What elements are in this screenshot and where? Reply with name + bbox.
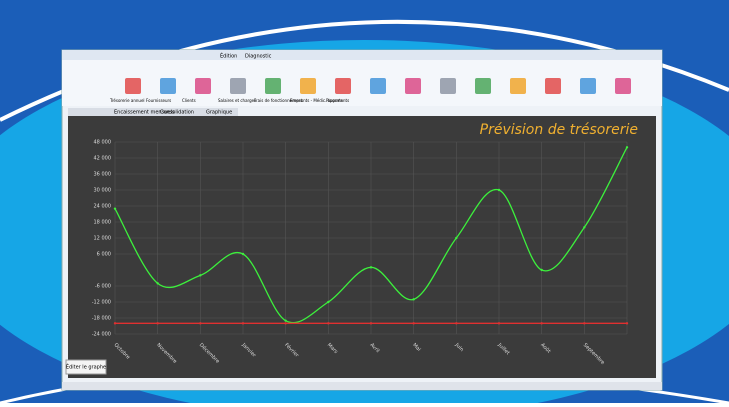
toolbar-label[interactable]: Fournisseurs [146, 98, 171, 103]
point [113, 322, 117, 325]
point [497, 322, 501, 325]
point [455, 322, 458, 325]
point [284, 319, 287, 322]
point [455, 236, 458, 240]
y-tick-label: -12 000 [92, 300, 111, 306]
status-bar [62, 382, 662, 390]
point [327, 300, 330, 304]
toolbar-labels: Trésorerie annuel Fournisseurs Clients Sala… [109, 98, 349, 103]
point [241, 322, 245, 325]
point [412, 298, 415, 301]
edit-button[interactable] [65, 359, 107, 375]
point [583, 322, 586, 325]
chart-title: Prévision de trésorerie [480, 122, 638, 138]
point [625, 146, 629, 149]
y-tick-label: 42 000 [94, 156, 112, 162]
toolbar-icon [405, 78, 421, 94]
toolbar-icon [195, 78, 211, 94]
y-tick-label: 6 000 [97, 252, 111, 258]
point [497, 188, 501, 192]
point [540, 322, 543, 325]
toolbar-label[interactable]: Emprunts - Médic. apports [290, 98, 343, 103]
toolbar-icon [370, 78, 386, 94]
y-tick-label: -24 000 [92, 332, 111, 338]
toolbar-label[interactable]: Trésorerie annuel [109, 98, 145, 103]
toolbar-icon [160, 78, 176, 94]
point [327, 322, 330, 325]
toolbar-label[interactable]: Clients [182, 98, 196, 103]
point [113, 207, 117, 210]
toolbar-label[interactable]: Frais de fonctionnement [254, 98, 303, 103]
menu-bar [62, 50, 662, 60]
point [625, 322, 629, 325]
toolbar-icon [125, 78, 141, 94]
toolbar-icon [265, 78, 281, 94]
toolbar-icons [125, 78, 631, 94]
tab[interactable]: Consolidation [160, 110, 194, 116]
y-tick-label: -6 000 [95, 284, 111, 290]
point [156, 322, 159, 325]
point [583, 226, 586, 229]
point [369, 266, 373, 269]
chart-panel [68, 116, 656, 378]
toolbar-icon [335, 78, 351, 94]
y-tick-label: 30 000 [94, 188, 112, 194]
toolbar-icon [230, 78, 246, 94]
point [369, 322, 373, 325]
point [241, 252, 245, 256]
tab[interactable]: Encaissement mensuels [114, 110, 175, 116]
point [540, 268, 543, 272]
x-tick-label: Juin [453, 342, 464, 353]
toolbar-label[interactable]: Placements [326, 98, 349, 103]
toolbar-icon [615, 78, 631, 94]
button-label[interactable]: Éditer le graphe [66, 363, 106, 371]
toolbar-icon [545, 78, 561, 94]
y-tick-label: 18 000 [94, 220, 112, 226]
toolbar-icon [300, 78, 316, 94]
toolbar-icon [580, 78, 596, 94]
tab[interactable]: Graphique [206, 110, 232, 116]
y-tick-label: 48 000 [94, 140, 112, 146]
toolbar-icon [510, 78, 526, 94]
menu-item[interactable]: Diagnostic [245, 54, 272, 60]
point [412, 322, 415, 325]
menu-item[interactable]: Édition [220, 52, 237, 60]
toolbar-icon [475, 78, 491, 94]
toolbar-label[interactable]: Salaires et charges [218, 98, 256, 103]
y-tick-label: 36 000 [94, 172, 112, 178]
point [284, 322, 287, 325]
point [156, 282, 159, 285]
toolbar-icon [440, 78, 456, 94]
y-tick-label: -18 000 [92, 316, 111, 322]
point [199, 274, 202, 277]
point [199, 322, 202, 325]
x-tick-label: Mai [411, 342, 421, 352]
y-tick-label: 12 000 [94, 236, 112, 242]
tab-strip [68, 108, 238, 116]
y-tick-label: 24 000 [94, 204, 112, 210]
x-tick-label: Avril [369, 342, 381, 354]
